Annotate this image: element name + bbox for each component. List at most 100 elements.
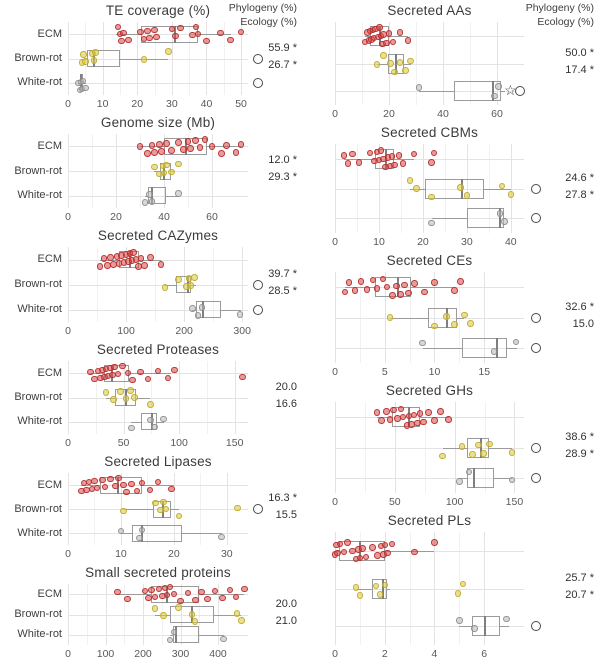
x-tick-label: 40: [200, 98, 213, 110]
boxplot-whisker: [403, 63, 411, 65]
x-tick-label: 0: [332, 366, 338, 378]
boxplot-whisker: [357, 588, 373, 590]
data-point: [164, 374, 172, 382]
data-point: [428, 219, 435, 227]
data-point: [357, 278, 365, 285]
significance-circle-icon: [253, 504, 263, 514]
boxplot-whisker: [81, 485, 100, 486]
data-point: [503, 615, 510, 623]
data-point: [166, 583, 174, 591]
x-tick-label: 50: [388, 496, 401, 508]
x-tick-label: 30: [166, 98, 178, 110]
boxplot-whisker: [197, 34, 231, 36]
data-point: [344, 160, 352, 167]
significance-circle-icon: [531, 342, 541, 353]
x-tick-label: 10: [96, 98, 109, 110]
data-point: [131, 394, 138, 401]
x-tick-label: 200: [134, 648, 152, 660]
significance-circle-icon: [253, 77, 263, 88]
boxplot-box: [372, 578, 388, 599]
data-point: [147, 401, 154, 408]
boxplot-whisker: [199, 594, 245, 596]
phylogeny-value: 20.0: [275, 597, 297, 610]
x-tick-label: 0: [332, 236, 338, 248]
x-tick-label: 400: [209, 648, 227, 660]
boxplot-whisker: [214, 614, 242, 616]
panel-te-coverage: TE coverage (%) 0 10 20 30 40 50 ECM Brown-rot Wh…: [0, 0, 300, 112]
boxplot-whisker: [507, 347, 518, 349]
data-point: [443, 313, 450, 320]
data-point: [175, 276, 182, 283]
boxplot-median: [491, 81, 494, 102]
boxplot-whisker: [105, 397, 115, 399]
boxplot-whisker: [344, 287, 375, 289]
data-point: [369, 276, 377, 284]
data-point: [175, 512, 183, 520]
panel-secreted-pls: Secreted PLs 0 2 4 6 25.7 * 20.7 *: [300, 510, 600, 662]
data-point: [356, 592, 364, 599]
x-tick-label: 40: [437, 108, 449, 120]
data-point: [217, 29, 224, 37]
data-point: [349, 547, 356, 555]
x-tick-label: 15: [478, 366, 491, 378]
y-axis-label-ecm: ECM: [37, 478, 62, 491]
gridline-horizontal: [335, 63, 524, 65]
boxplot-median: [141, 524, 144, 542]
data-point: [163, 161, 170, 169]
boxplot-whisker: [384, 550, 435, 552]
data-point: [138, 526, 146, 534]
y-axis-label-brown-rot: Brown-rot: [14, 608, 62, 620]
data-point: [208, 143, 216, 150]
data-point: [137, 368, 144, 376]
boxplot-whisker: [389, 35, 408, 37]
data-point: [165, 48, 172, 55]
boxplot-whisker: [364, 35, 371, 37]
boxplot-whisker: [199, 634, 224, 636]
data-point: [431, 417, 438, 424]
data-point: [431, 322, 438, 330]
data-point: [469, 451, 476, 458]
data-point: [124, 369, 132, 377]
panel-title: Secreted Proteases: [96, 342, 220, 357]
boxplot-whisker: [394, 158, 415, 160]
data-point: [393, 282, 400, 290]
data-point: [90, 57, 98, 64]
data-point: [431, 539, 438, 546]
y-axis-label-brown-rot: Brown-rot: [14, 52, 62, 64]
x-tick-label: 100: [170, 437, 188, 449]
data-point: [430, 149, 438, 157]
panel-secreted-aas: Secreted AAs 0 20 40 60 ☆ 50.0 * 17.4 * Phylogen…: [300, 0, 600, 122]
data-point: [80, 51, 87, 58]
ecology-value: 28.5 *: [268, 284, 297, 297]
boxplot-box: [131, 524, 182, 542]
boxplot-whisker: [170, 634, 173, 636]
boxplot-whisker: [123, 509, 153, 510]
boxplot-whisker: [494, 477, 513, 479]
ecology-value: 16.6: [275, 397, 297, 410]
data-point: [363, 286, 371, 293]
phylogeny-value: 16.3 *: [268, 492, 297, 504]
ecology-value: 29.3 *: [268, 171, 297, 183]
y-axis-label-ecm: ECM: [37, 27, 62, 40]
gridline-horizontal: [68, 634, 248, 636]
gridline-horizontal: [335, 626, 524, 628]
data-point: [140, 56, 148, 63]
data-point: [501, 218, 508, 225]
boxplot-whisker: [459, 626, 472, 628]
x-tick-label: 0: [65, 98, 71, 110]
data-point: [491, 92, 498, 100]
boxplot-whisker: [410, 287, 455, 289]
panel-genome-size: Genome size (Mb) 0 20 40 60 ECM Brown-rot White…: [0, 112, 300, 225]
data-point: [226, 586, 234, 594]
x-tick-label: 30: [220, 548, 233, 560]
boxplot-box: [141, 413, 157, 431]
data-point: [203, 37, 210, 45]
data-point: [151, 163, 158, 171]
y-axis-label-white-rot: White-rot: [17, 415, 62, 428]
boxplot-whisker: [389, 317, 428, 319]
panel-title: TE coverage (%): [105, 3, 211, 18]
x-tick-label: 50: [235, 98, 247, 110]
x-tick-label: 50: [117, 437, 130, 449]
data-point: [144, 27, 151, 35]
